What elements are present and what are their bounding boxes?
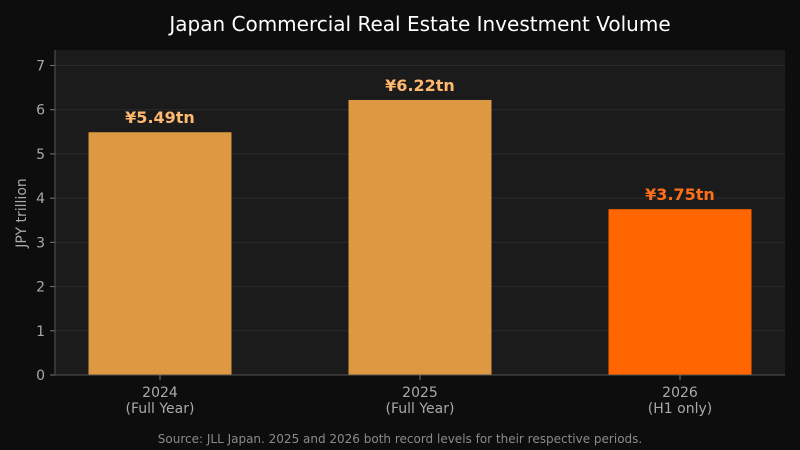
data-label: ¥5.49tn [125,108,195,127]
y-tick-label: 0 [36,368,45,384]
y-tick-label: 5 [36,147,45,163]
y-tick-label: 2 [36,280,45,296]
bar-2026 [608,209,752,375]
bars: ¥5.49tn ¥6.22tn ¥3.75tn [88,76,752,375]
source-note: Source: JLL Japan. 2025 and 2026 both re… [158,432,642,446]
y-tick-label: 3 [36,235,45,251]
y-tick-label: 4 [36,191,45,207]
data-label: ¥3.75tn [645,185,715,204]
y-tick-label: 1 [36,324,45,340]
y-tick-label: 6 [36,103,45,119]
x-tick-label: 2026 [662,385,698,401]
x-tick-label: (H1 only) [648,401,712,417]
chart-title: Japan Commercial Real Estate Investment … [167,12,670,36]
data-label: ¥6.22tn [385,76,455,95]
bar-2024 [88,132,232,375]
y-axis-title: JPY trillion [14,178,30,249]
y-tick-label: 7 [36,58,45,74]
x-tick-label: (Full Year) [386,401,455,417]
x-tick-label: (Full Year) [126,401,195,417]
x-tick-label: 2024 [142,385,178,401]
bar-2025 [348,99,492,375]
x-tick-label: 2025 [402,385,438,401]
